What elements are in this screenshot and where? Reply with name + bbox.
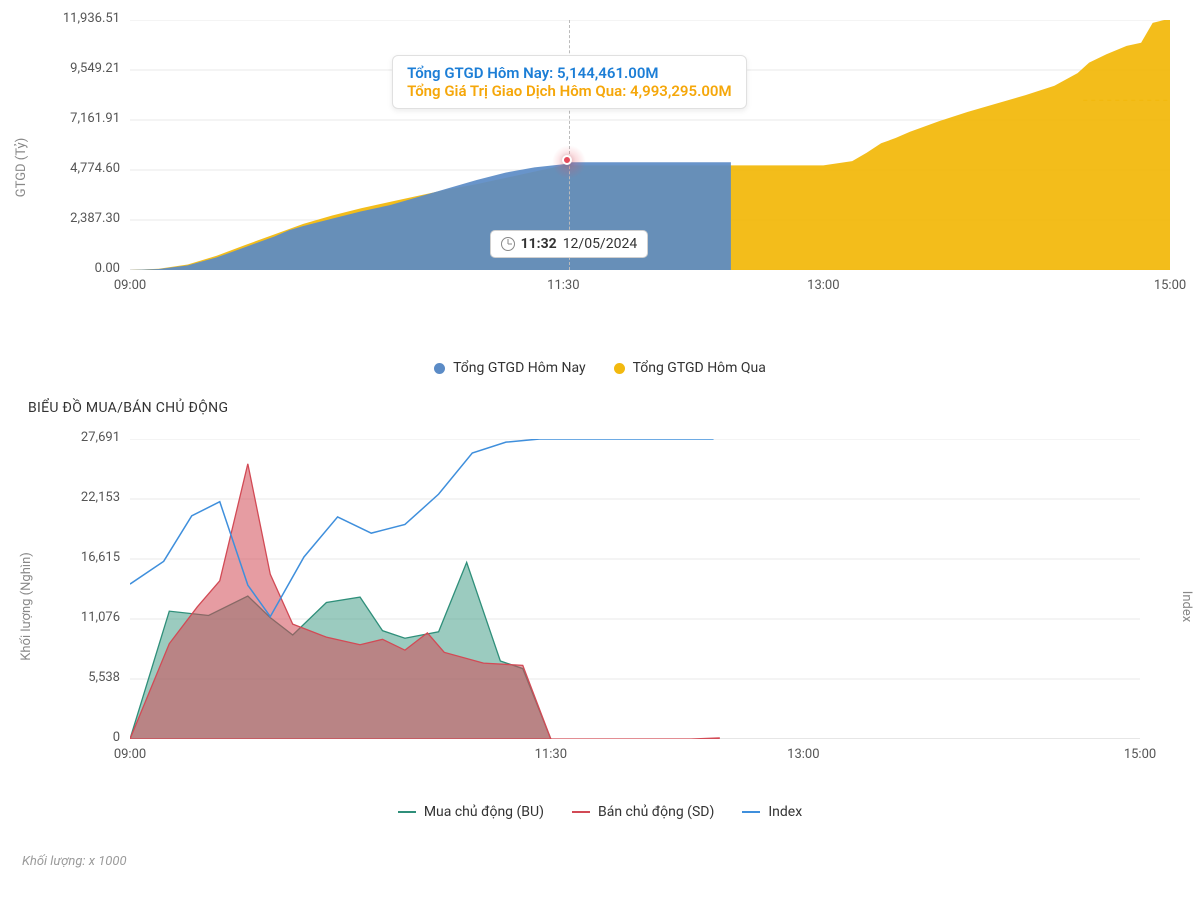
chart1-xtick: 11:30 [547, 278, 579, 293]
buy-sell-chart: Khối lượng (Nghìn) Index 0 5,538 11,076 16,… [0, 424, 1200, 794]
date-value: 12/05/2024 [563, 236, 638, 252]
legend-label: Tổng GTGD Hôm Nay [453, 360, 585, 376]
legend-label: Tổng GTGD Hôm Qua [633, 360, 766, 376]
tooltip-yesterday-label: Tổng Giá Trị Giao Dịch Hôm Qua: [407, 82, 630, 100]
chart1-time-label: 11:32 12/05/2024 [490, 230, 649, 258]
legend-label: Bán chủ động (SD) [598, 804, 714, 820]
chart1-ytick: 0.00 [40, 261, 120, 276]
time-value: 11:32 [521, 236, 557, 252]
legend-marker [398, 811, 416, 813]
chart2-y-axis-left-label: Khối lượng (Nghìn) [19, 552, 34, 661]
tooltip-yesterday-value: 4,993,295.00M [630, 82, 732, 100]
chart2-xtick: 11:30 [535, 747, 567, 762]
chart2-ytick: 5,538 [40, 670, 120, 685]
chart2-ytick: 22,153 [40, 490, 120, 505]
chart1-tooltip: Tổng GTGD Hôm Nay: 5,144,461.00M Tổng Gi… [392, 55, 746, 109]
chart1-xtick: 09:00 [114, 278, 146, 293]
chart2-ytick: 0 [40, 730, 120, 745]
legend-item[interactable]: Index [742, 804, 802, 820]
legend-label: Mua chủ động (BU) [424, 804, 544, 820]
chart1-ytick: 11,936.51 [40, 11, 120, 26]
chart2-xtick: 09:00 [114, 747, 146, 762]
legend-marker [572, 811, 590, 813]
tooltip-today-value: 5,144,461.00M [557, 64, 659, 82]
legend-label: Index [768, 804, 802, 820]
chart2-ytick: 27,691 [40, 430, 120, 445]
chart1-ytick: 2,387.30 [40, 211, 120, 226]
section2-title: BIỂU ĐỒ MUA/BÁN CHỦ ĐỘNG [0, 382, 1200, 424]
chart2-ytick: 11,076 [40, 610, 120, 625]
chart1-ytick: 9,549.21 [40, 61, 120, 76]
legend-marker [434, 363, 445, 374]
legend-item[interactable]: Bán chủ động (SD) [572, 804, 714, 820]
chart1-xtick: 15:00 [1154, 278, 1186, 293]
volume-footnote: Khối lượng: x 1000 [0, 826, 1200, 889]
chart1-ytick: 4,774.60 [40, 161, 120, 176]
chart2-y-axis-right-label: Index [1179, 591, 1194, 622]
legend-item[interactable]: Tổng GTGD Hôm Nay [434, 360, 585, 376]
clock-icon [501, 237, 515, 251]
chart2-xtick: 13:00 [787, 747, 819, 762]
legend-item[interactable]: Mua chủ động (BU) [398, 804, 544, 820]
chart2-xtick: 15:00 [1124, 747, 1156, 762]
chart2-ytick: 16,615 [40, 550, 120, 565]
gtgd-chart: GTGD (Tỷ) 0.00 2,387.30 4,774.60 7,161.91 9,… [0, 0, 1200, 350]
chart1-ytick: 7,161.91 [40, 111, 120, 126]
chart2-legend: Mua chủ động (BU) Bán chủ động (SD) Index [0, 794, 1200, 826]
legend-item[interactable]: Tổng GTGD Hôm Qua [614, 360, 766, 376]
legend-marker [614, 363, 625, 374]
chart1-xtick: 13:00 [807, 278, 839, 293]
chart1-y-axis-label: GTGD (Tỷ) [14, 138, 29, 197]
chart2-plot [130, 439, 1140, 739]
tooltip-today-label: Tổng GTGD Hôm Nay: [407, 64, 557, 82]
legend-marker [742, 811, 760, 813]
chart1-legend: Tổng GTGD Hôm Nay Tổng GTGD Hôm Qua [0, 350, 1200, 382]
